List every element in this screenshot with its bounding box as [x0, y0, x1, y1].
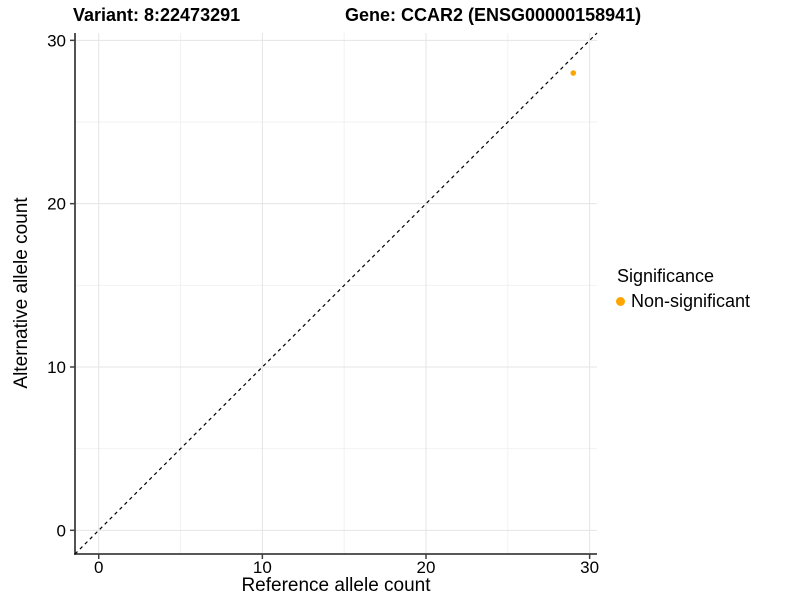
y-tick-label: 0: [57, 521, 66, 540]
data-point: [570, 70, 577, 76]
x-axis-title: Reference allele count: [241, 575, 431, 596]
y-axis-title: Alternative allele count: [11, 197, 32, 389]
x-tick-label: 0: [94, 558, 103, 577]
x-tick-label: 20: [417, 558, 436, 577]
x-tick-label: 10: [253, 558, 272, 577]
variant-title: Variant: 8:22473291: [73, 5, 241, 25]
gene-title: Gene: CCAR2 (ENSG00000158941): [345, 5, 642, 25]
legend-title: Significance: [617, 266, 715, 286]
legend-point-icon: [616, 297, 625, 306]
legend-item: Non-significant: [616, 291, 750, 312]
legend-item-label: Non-significant: [631, 291, 751, 311]
y-tick-label: 30: [47, 31, 66, 50]
x-tick-label: 30: [580, 558, 599, 577]
legend: Significance Non-significant: [616, 266, 750, 312]
y-tick-label: 10: [47, 358, 66, 377]
y-tick-label: 20: [47, 195, 66, 214]
identity-line: [74, 32, 598, 555]
